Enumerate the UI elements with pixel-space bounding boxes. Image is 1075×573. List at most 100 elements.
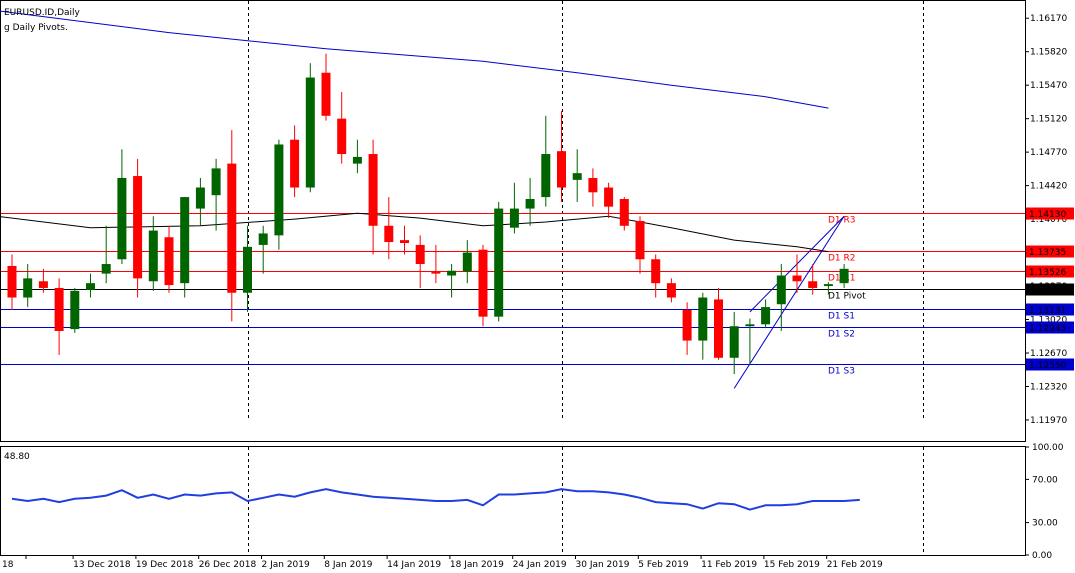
price-tick-label: 1.15470 (1030, 81, 1067, 91)
candle-body (494, 208, 504, 317)
candle-body (117, 177, 127, 260)
candle-body (839, 268, 849, 284)
candle-body (478, 249, 488, 317)
candle-body (431, 271, 441, 274)
candle-body (619, 199, 629, 226)
candle-body (776, 275, 786, 305)
candle-body (352, 156, 362, 164)
price-tag-label: 1.13340 (1029, 286, 1066, 296)
candle-body (305, 77, 315, 188)
date-label: 26 Dec 2018 (199, 560, 257, 570)
candle-body (823, 284, 833, 287)
indicator-name: g Daily Pivots. (4, 23, 68, 33)
candle-body (384, 225, 394, 243)
pivot-label: D1 Pivot (828, 292, 866, 302)
candle-body (70, 290, 80, 330)
candle-body (604, 187, 614, 207)
candle-body (572, 173, 582, 180)
price-tag (1026, 245, 1074, 258)
pivot-label: D1 S1 (828, 312, 855, 322)
price-tag-label: 1.13735 (1029, 248, 1066, 258)
date-label: 18 Jan 2019 (450, 560, 504, 570)
candle-body (86, 283, 95, 290)
price-tag (1026, 303, 1074, 316)
candle-body (651, 259, 661, 284)
candle-body (101, 264, 111, 274)
candle-body (682, 309, 692, 341)
price-tick-label: 1.12320 (1030, 382, 1067, 392)
price-tick-label: 1.11970 (1030, 416, 1067, 426)
candle-body (54, 287, 64, 331)
moving-average-blue (0, 10, 829, 109)
price-tag-label: 1.12945 (1029, 324, 1066, 334)
price-tick-label: 1.12670 (1030, 349, 1067, 359)
candle-body (745, 324, 755, 327)
candle-body (164, 237, 174, 286)
oscillator-tick-label: 30.00 (1032, 519, 1058, 529)
candle-body (368, 154, 378, 226)
candle-body (729, 326, 739, 358)
candle-body (38, 281, 48, 288)
moving-average-black (0, 212, 829, 253)
price-tag-label: 1.13526 (1029, 268, 1066, 278)
price-tag (1026, 358, 1074, 371)
candle-body (180, 197, 190, 284)
candle-body (7, 265, 17, 298)
price-tag (1026, 207, 1074, 220)
candle-body (148, 230, 158, 282)
channel-line (733, 215, 845, 389)
pivot-label: D1 R2 (828, 254, 856, 264)
price-tag-label: 1.13131 (1029, 306, 1066, 316)
price-tag-label: 1.14130 (1029, 210, 1066, 220)
candle-body (227, 163, 237, 293)
candle-body (525, 199, 535, 209)
candle-body (666, 283, 676, 298)
candle-body (698, 297, 708, 341)
date-label: 15 Feb 2019 (764, 560, 820, 570)
candle-body (211, 168, 221, 196)
price-tag (1026, 265, 1074, 278)
pivot-label: D1 S3 (828, 367, 855, 377)
price-tag-label: 1.12550 (1029, 361, 1066, 371)
candle-body (243, 246, 252, 293)
oscillator-tick-label: 100.00 (1032, 443, 1064, 453)
oscillator-tick-label: 70.00 (1032, 475, 1058, 485)
candle-body (808, 281, 818, 288)
oscillator-title: 48.80 (4, 452, 30, 462)
date-label: 24 Jan 2019 (513, 560, 567, 570)
date-label: 21 Feb 2019 (827, 560, 883, 570)
price-tick-label: 1.14420 (1030, 182, 1067, 192)
oscillator-frame (0, 446, 1026, 556)
pivot-label: D1 S2 (828, 330, 855, 340)
candle-body (195, 187, 205, 209)
date-label: 2 Jan 2019 (262, 560, 310, 570)
candle-body (290, 139, 300, 188)
main-chart-frame (0, 0, 1026, 442)
candle-body (133, 176, 143, 279)
date-label: 30 Jan 2019 (576, 560, 630, 570)
price-tick-label: 1.14770 (1030, 148, 1067, 158)
price-tag (1026, 283, 1074, 296)
price-tick-label: 1.15120 (1030, 115, 1067, 125)
candle-body (557, 151, 566, 188)
candle-body (400, 240, 409, 243)
candle-body (761, 307, 771, 325)
candle-body (258, 233, 268, 245)
price-tick-label: 1.16170 (1030, 14, 1067, 24)
price-tick-label: 1.14070 (1030, 215, 1067, 225)
candle-body (462, 252, 472, 272)
date-label: 13 Dec 2018 (73, 560, 131, 570)
candle-body (792, 275, 802, 282)
date-label: 14 Jan 2019 (387, 560, 441, 570)
candle-body (714, 299, 723, 358)
date-label: 11 Feb 2019 (701, 560, 757, 570)
candle-body (415, 244, 425, 265)
candle-body (321, 72, 331, 116)
oscillator-line (11, 488, 860, 511)
candle-body (23, 278, 33, 298)
candle-body (509, 208, 519, 228)
price-tick-label: 1.13020 (1030, 316, 1067, 326)
date-label: 8 Jan 2019 (324, 560, 372, 570)
date-label: 5 Feb 2019 (638, 560, 689, 570)
